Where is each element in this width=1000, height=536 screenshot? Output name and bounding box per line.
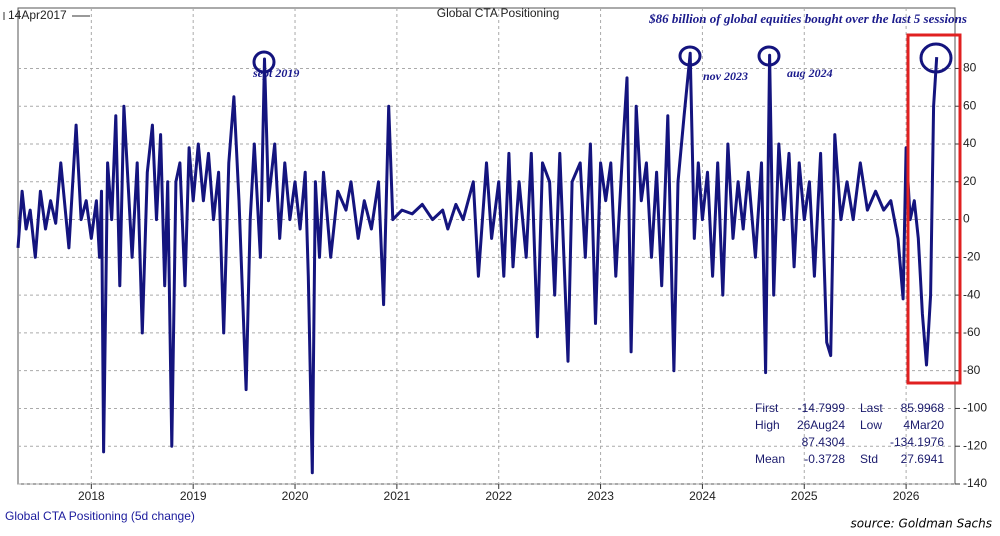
x-tick-label: 2022 bbox=[485, 489, 512, 503]
stat-text: Last bbox=[860, 401, 883, 415]
x-tick-label: 2018 bbox=[78, 489, 105, 503]
y-tick-label: -20 bbox=[963, 250, 981, 264]
y-tick-label: -100 bbox=[963, 401, 987, 415]
legend-label: Global CTA Positioning (5d change) bbox=[5, 509, 195, 523]
x-tick-label: 2026 bbox=[893, 489, 920, 503]
stat-text: 27.6941 bbox=[901, 452, 945, 466]
annotation: sept 2019 bbox=[252, 66, 299, 80]
annotation: aug 2024 bbox=[787, 66, 833, 80]
headline: $86 billion of global equities bought ov… bbox=[648, 11, 967, 26]
plot: -140 -120 -100 -80 -60 -40 -20 0 20 40 60 80 2018 201… bbox=[16, 8, 987, 503]
stat-text: High bbox=[755, 418, 780, 432]
x-tick-label: 2023 bbox=[587, 489, 614, 503]
y-tick-label: 60 bbox=[963, 98, 977, 112]
stat-text: Low bbox=[860, 418, 882, 432]
y-tick-label: 0 bbox=[963, 212, 970, 226]
stat-text: 26Aug24 bbox=[797, 418, 845, 432]
stat-text: 87.4304 bbox=[802, 435, 846, 449]
stat-text: -134.1976 bbox=[890, 435, 944, 449]
y-tick-label: -40 bbox=[963, 287, 981, 301]
y-tick-label: -60 bbox=[963, 325, 981, 339]
annotation: nov 2023 bbox=[703, 69, 748, 83]
x-tick-label: 2021 bbox=[384, 489, 411, 503]
x-tick-label: 2025 bbox=[791, 489, 818, 503]
chart-title: Global CTA Positioning bbox=[437, 6, 560, 20]
y-tick-label: -120 bbox=[963, 438, 987, 452]
stat-text: Std bbox=[860, 452, 878, 466]
highlight-box bbox=[906, 33, 962, 385]
stat-text: 85.9968 bbox=[901, 401, 945, 415]
y-tick-label: -140 bbox=[963, 476, 987, 490]
start-label: 14Apr2017 bbox=[8, 8, 67, 22]
series-line bbox=[16, 51, 939, 475]
x-tick-label: 2019 bbox=[180, 489, 207, 503]
stat-text: First bbox=[755, 401, 779, 415]
y-tick-label: 40 bbox=[963, 136, 977, 150]
stat-text: 4Mar20 bbox=[903, 418, 944, 432]
y-tick-label: 80 bbox=[963, 61, 977, 75]
stats-box: First -14.7999 Last 85.9968 High 26Aug24 Low 4M… bbox=[755, 401, 944, 466]
stat-text: Mean bbox=[755, 452, 785, 466]
highlight-circles bbox=[252, 42, 953, 74]
stat-text: -0.3728 bbox=[804, 452, 845, 466]
stat-text: -14.7999 bbox=[798, 401, 846, 415]
x-tick-label: 2020 bbox=[282, 489, 309, 503]
y-tick-label: -80 bbox=[963, 363, 981, 377]
source: source: Goldman Sachs bbox=[851, 517, 992, 531]
x-tick-label: 2024 bbox=[689, 489, 716, 503]
y-tick-label: 20 bbox=[963, 174, 977, 188]
